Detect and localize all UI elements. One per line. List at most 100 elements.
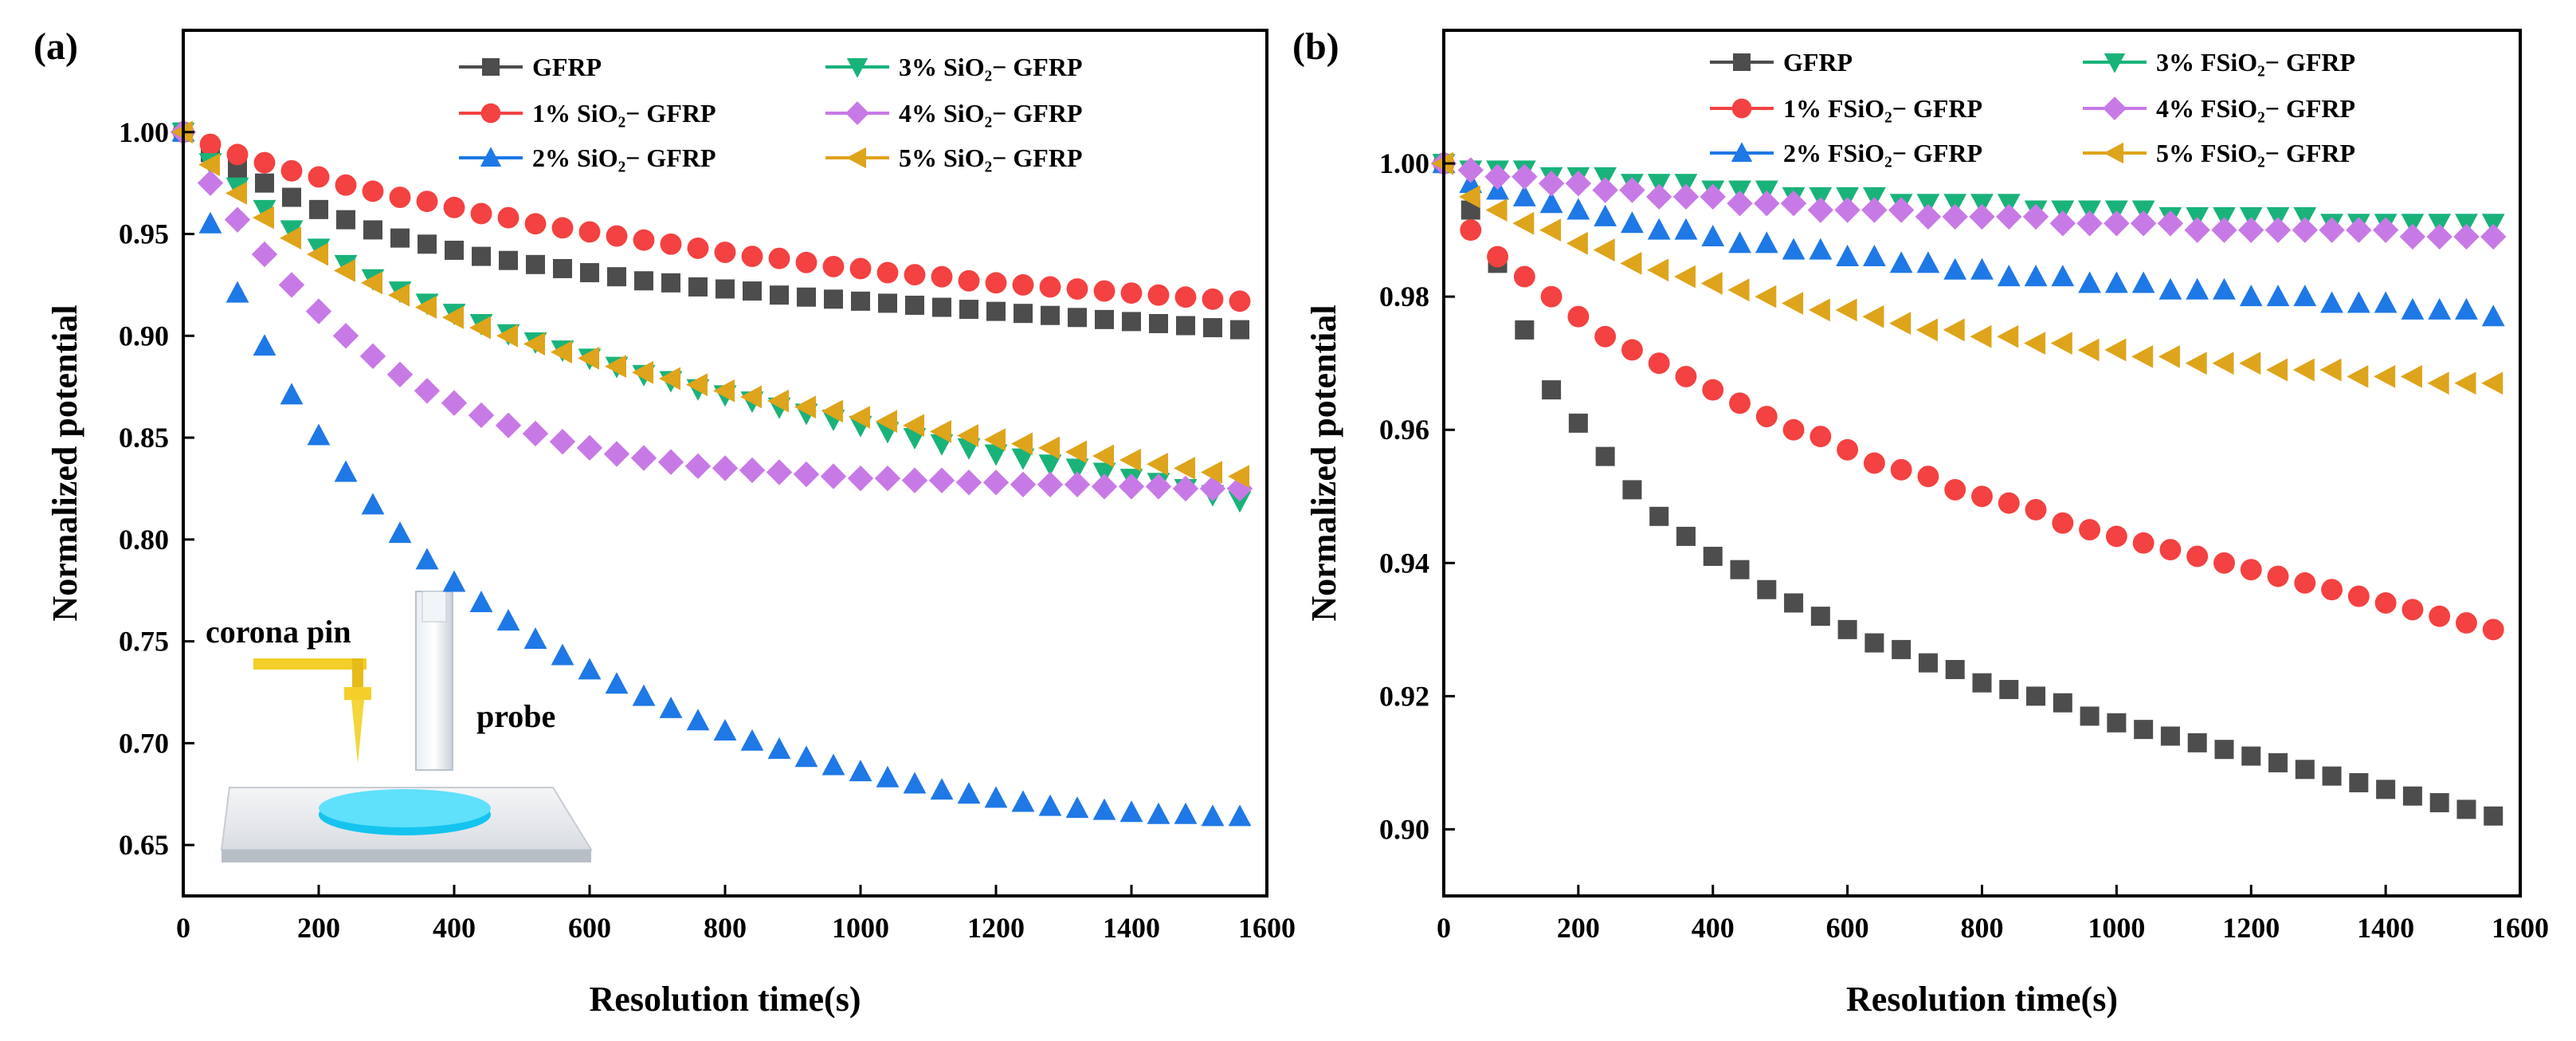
data-point	[2159, 539, 2182, 561]
data-point	[551, 340, 572, 364]
data-point	[278, 272, 305, 298]
data-point	[2293, 285, 2317, 307]
data-point	[2401, 297, 2425, 320]
x-axis-title: Resolution time(s)	[590, 980, 861, 1019]
inset-pin-tip	[351, 700, 364, 764]
data-point	[522, 420, 549, 447]
data-point	[2426, 223, 2452, 250]
legend-item-gfrp: GFRP	[459, 53, 602, 81]
series-gfrp	[1434, 154, 2503, 826]
data-point	[390, 228, 410, 248]
data-point	[1542, 380, 1562, 400]
data-point	[1039, 276, 1061, 298]
data-point	[1836, 245, 1860, 267]
y-tick-label: 0.90	[1379, 813, 1429, 845]
data-point	[2157, 210, 2184, 237]
data-point	[2132, 532, 2155, 554]
inset-corona-pin-label: corona pin	[206, 614, 351, 650]
data-point	[1621, 339, 1643, 361]
data-point	[2374, 291, 2398, 313]
data-point	[2187, 733, 2207, 752]
data-point	[388, 283, 410, 307]
data-point	[793, 461, 820, 488]
data-point	[1038, 436, 1060, 460]
data-point	[2266, 358, 2288, 382]
x-tick-label: 1600	[2492, 912, 2549, 944]
data-point	[2266, 285, 2290, 307]
data-point	[359, 343, 386, 370]
data-point	[740, 729, 764, 751]
data-point	[2079, 519, 2101, 540]
data-point	[1064, 471, 1091, 498]
y-tick-label: 1.00	[1379, 147, 1429, 179]
data-point	[334, 460, 358, 482]
data-point	[225, 281, 249, 303]
x-tick-label: 1200	[2222, 912, 2280, 944]
data-point	[2480, 223, 2507, 250]
data-point	[1118, 473, 1145, 500]
data-point	[1782, 292, 1804, 315]
data-point	[1997, 324, 2019, 348]
data-point	[335, 174, 357, 196]
legend-item-3-sio-gfrp: 3% SiO₂− GFRP	[825, 53, 1083, 81]
data-point	[309, 199, 328, 219]
data-point	[2347, 291, 2370, 313]
data-point	[1512, 211, 1535, 235]
data-point	[1012, 273, 1034, 296]
data-point	[2347, 585, 2370, 607]
panel-a: (a) coro	[33, 26, 1296, 1019]
data-point	[1228, 491, 1252, 513]
x-tick-label: 0	[176, 912, 190, 944]
data-point	[2212, 352, 2234, 375]
data-point	[2239, 352, 2261, 375]
legend-label: GFRP	[1783, 48, 1853, 77]
data-point	[442, 305, 464, 329]
data-point	[1648, 352, 1670, 375]
data-point	[1458, 185, 1480, 209]
data-point	[472, 246, 491, 266]
data-point	[1484, 163, 1511, 190]
data-point	[957, 782, 981, 804]
legend-marker	[482, 58, 500, 76]
data-point	[305, 298, 332, 324]
data-point	[1093, 280, 1115, 302]
data-point	[2024, 265, 2048, 287]
data-point	[1539, 191, 1563, 214]
data-point	[2346, 217, 2372, 243]
data-point	[1460, 219, 1482, 242]
legend-marker	[480, 147, 502, 167]
data-point	[197, 170, 224, 196]
data-point	[714, 242, 736, 263]
data-point	[1835, 298, 1857, 322]
data-point	[2376, 780, 2396, 799]
data-point	[2104, 210, 2130, 237]
data-point	[1203, 318, 1222, 338]
inset-probe-cap	[421, 591, 447, 623]
data-point	[524, 213, 547, 235]
data-point	[361, 493, 385, 515]
data-point	[1041, 305, 1060, 325]
data-point	[1593, 238, 1615, 262]
data-point	[1092, 462, 1116, 485]
legend-label: 2% FSiO₂− GFRP	[1783, 139, 1982, 167]
data-point	[386, 361, 414, 388]
inset-base-edge	[222, 850, 591, 862]
data-point	[2402, 786, 2422, 806]
data-point	[1567, 305, 1590, 328]
data-point	[2453, 223, 2480, 250]
data-point	[821, 753, 845, 776]
data-point	[496, 324, 518, 348]
data-point	[442, 570, 466, 592]
data-point	[1119, 448, 1141, 472]
data-point	[2051, 265, 2075, 287]
x-tick-label: 1400	[2357, 912, 2414, 944]
data-point	[1702, 379, 1724, 401]
data-point	[1147, 284, 1170, 306]
data-point	[1915, 318, 1938, 342]
data-point	[1673, 265, 1696, 289]
y-tick-label: 0.75	[119, 626, 169, 658]
data-point	[876, 261, 899, 284]
data-point	[1011, 432, 1033, 456]
data-point	[794, 745, 818, 768]
data-point	[1011, 790, 1035, 812]
